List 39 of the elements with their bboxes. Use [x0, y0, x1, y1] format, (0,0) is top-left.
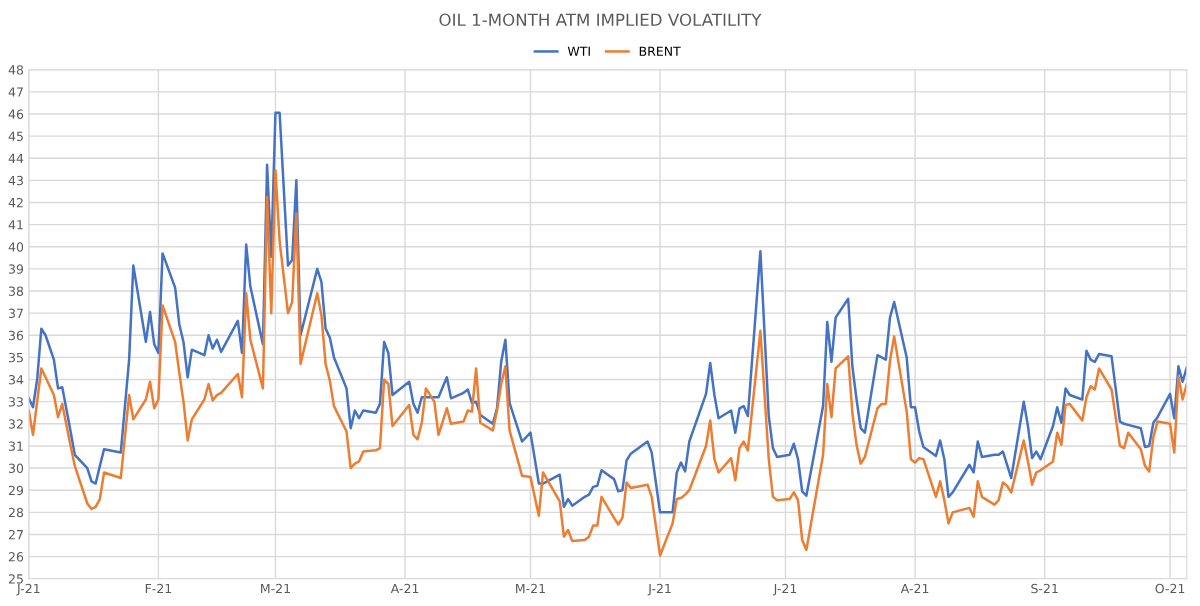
y-tick-label: 42 — [8, 197, 23, 208]
x-tick-label: J-21 — [16, 583, 40, 596]
x-tick-label: J-21 — [773, 583, 797, 596]
y-tick-label: 48 — [8, 65, 24, 75]
y-tick-label: 26 — [8, 552, 24, 562]
y-tick-label: 31 — [8, 441, 23, 451]
x-tick-label: A-21 — [900, 583, 929, 594]
y-tick-label: 38 — [8, 286, 24, 296]
line-series — [28, 169, 1187, 557]
y-tick-label: 29 — [8, 485, 24, 496]
y-tick-label: 36 — [8, 330, 24, 341]
x-tick-label: M-21 — [516, 583, 545, 594]
y-tick-label: 46 — [8, 109, 24, 119]
x-tick-label: S-21 — [1031, 583, 1058, 594]
y-tick-label: 30 — [8, 463, 24, 473]
x-tick-label: O-21 — [1155, 583, 1185, 594]
y-tick-label: 28 — [8, 507, 24, 518]
y-tick-label: 32 — [8, 419, 23, 429]
y-tick-label: 44 — [8, 153, 24, 163]
y-tick-label: 25 — [8, 574, 23, 584]
y-tick-label: 27 — [8, 529, 23, 540]
legend-label: WTI — [567, 46, 590, 56]
y-tick-label: 33 — [8, 397, 23, 407]
y-tick-label: 43 — [8, 175, 23, 186]
x-tick-label: A-21 — [390, 583, 419, 594]
y-tick-label: 39 — [8, 264, 24, 274]
y-tick-label: 47 — [8, 87, 23, 97]
y-tick-label: 37 — [8, 308, 23, 319]
y-tick-label: 45 — [8, 131, 23, 142]
y-tick-label: 34 — [8, 375, 24, 385]
line-series — [28, 111, 1187, 514]
x-tick-label: J-21 — [647, 583, 671, 596]
y-tick-label: 41 — [8, 220, 23, 230]
y-tick-label: 40 — [8, 242, 24, 252]
legend-label: BRENT — [639, 46, 681, 56]
x-tick-label: M-21 — [261, 583, 290, 594]
chart-title: OIL 1-MONTH ATM IMPLIED VOLATILITY — [439, 13, 762, 27]
y-tick-label: 35 — [8, 352, 23, 363]
x-tick-label: F-21 — [145, 583, 172, 594]
